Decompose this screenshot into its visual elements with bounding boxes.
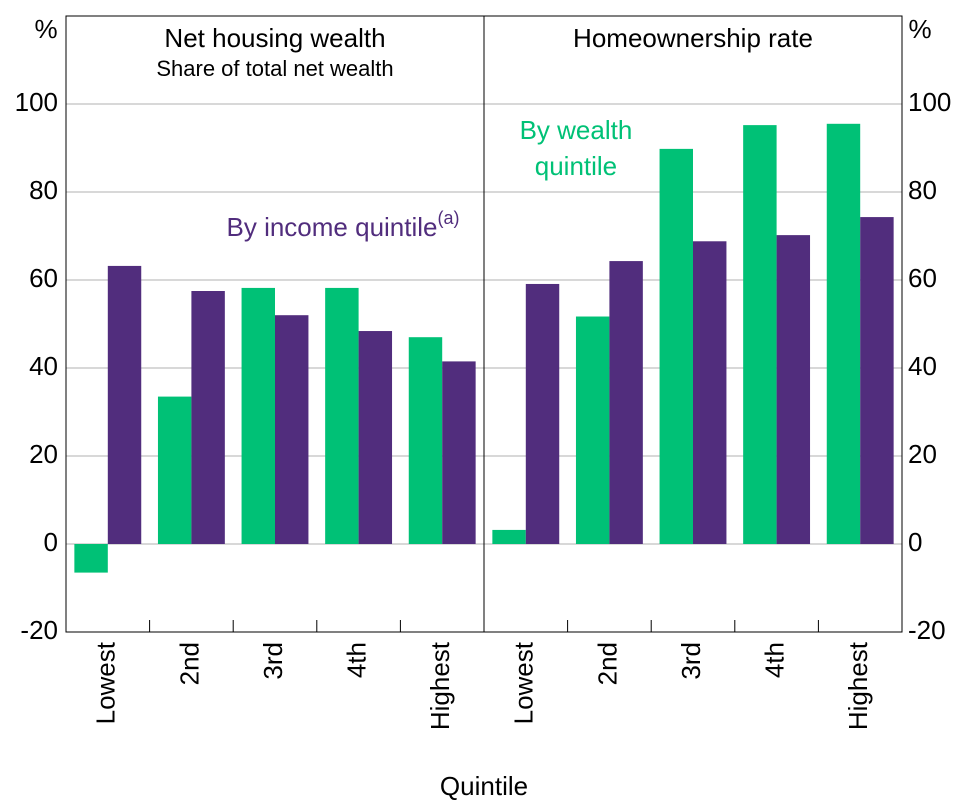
bar [408,337,443,544]
series-label-line: By wealth [520,115,633,145]
bar [74,544,108,573]
y-tick-label: 0 [44,527,58,557]
series-label: By wealth quintile [520,115,633,181]
x-tick-label: 3rd [258,642,288,680]
y-tick-label: 60 [908,263,937,293]
y-tick-label: 20 [908,439,937,469]
y-tick-label: -20 [20,615,58,645]
y-tick-label: 0 [908,527,922,557]
x-tick-label: 4th [341,642,371,678]
x-tick-label: Lowest [91,641,121,724]
y-tick-label: -20 [908,615,946,645]
series-label-note: (a) [438,208,460,228]
y-tick-label: 20 [29,439,58,469]
x-tick-label: 2nd [592,642,622,685]
panel-title: Net housing wealth [164,23,385,53]
x-tick-label: 2nd [174,642,204,685]
y-tick-label: 80 [29,175,58,205]
x-tick-label: 3rd [676,642,706,680]
y-tick-label: 40 [908,351,937,381]
x-tick-label: 4th [759,642,789,678]
bar [442,361,476,544]
bar [157,396,192,544]
bar [659,148,693,544]
y-tick-label: 100 [15,87,58,117]
bar [826,123,861,545]
bar [107,265,142,544]
bar [743,125,777,545]
y-tick-label: 100 [908,87,951,117]
bar [191,291,225,544]
x-axis-label: Quintile [440,771,528,801]
bar [776,235,811,544]
bar-layer [74,123,894,573]
x-tick-label: Highest [425,641,455,730]
y-tick-label: 40 [29,351,58,381]
x-tick-label: Highest [843,641,873,730]
y-tick-label: 60 [29,263,58,293]
bar [492,529,526,544]
bar [525,283,560,544]
bar [241,287,275,544]
bar [275,315,309,544]
y-axis-label: % [34,14,57,44]
axis-layer: -20 0 20 40 60 80 100% Net housing wealth Share … [15,14,952,801]
bar [575,316,610,544]
series-label-line: quintile [535,151,617,181]
bar [693,241,727,544]
bar [609,261,643,544]
y-axis-label: % [908,14,931,44]
panel-subtitle: Share of total net wealth [156,56,393,81]
bar [325,287,359,544]
bar [358,331,393,544]
bar [860,217,894,544]
x-tick-label: Lowest [509,641,539,724]
panel-title: Homeownership rate [573,23,813,53]
plot-frame [65,15,903,633]
y-tick-label: 80 [908,175,937,205]
series-label-name: By income quintile [227,212,438,242]
series-label: By income quintile(a) [227,208,460,242]
